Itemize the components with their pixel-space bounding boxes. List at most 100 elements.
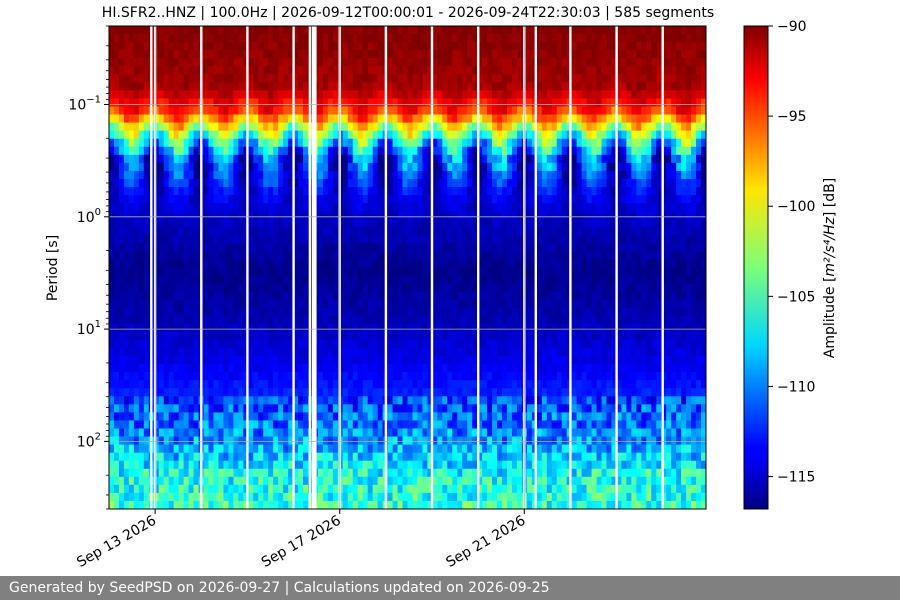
spectrogram-cell bbox=[183, 74, 190, 83]
spectrogram-cell bbox=[462, 74, 468, 83]
spectrogram-cell bbox=[123, 114, 130, 124]
spectrogram-cell bbox=[203, 74, 210, 83]
spectrogram-cell bbox=[288, 154, 294, 164]
spectrogram-cell bbox=[462, 154, 468, 164]
spectrogram-cell bbox=[317, 219, 324, 228]
spectrogram-cell bbox=[113, 396, 120, 405]
spectrogram-cell bbox=[258, 251, 264, 261]
spectrogram-cell bbox=[118, 203, 125, 212]
spectrogram-cell bbox=[298, 130, 304, 140]
spectrogram-cell bbox=[248, 380, 254, 389]
spectrogram-cell bbox=[118, 307, 125, 317]
spectrogram-cell bbox=[228, 227, 234, 236]
spectrogram-cell bbox=[208, 307, 215, 317]
spectrogram-cell bbox=[352, 138, 359, 148]
spectrogram-cell bbox=[372, 299, 379, 309]
spectrogram-cell bbox=[392, 130, 399, 140]
spectrogram-cell bbox=[342, 331, 349, 341]
spectrogram-cell bbox=[467, 468, 473, 478]
spectrogram-cell bbox=[128, 219, 135, 228]
spectrogram-cell bbox=[472, 122, 478, 132]
spectrogram-cell bbox=[332, 492, 339, 502]
spectrogram-cell bbox=[397, 219, 404, 228]
spectrogram-cell bbox=[248, 323, 254, 333]
spectrogram-cell bbox=[462, 412, 468, 422]
spectrogram-cell bbox=[516, 404, 523, 413]
spectrogram-cell bbox=[392, 154, 399, 164]
spectrogram-cell bbox=[447, 275, 453, 285]
spectrogram-cell bbox=[263, 460, 269, 470]
spectrogram-cell bbox=[397, 291, 404, 301]
spectrogram-cell bbox=[153, 396, 160, 405]
spectrogram-cell bbox=[407, 235, 414, 244]
spectrogram-cell bbox=[332, 211, 339, 220]
spectrogram-cell bbox=[218, 468, 225, 478]
spectrogram-cell bbox=[298, 356, 304, 365]
spectrogram-cell bbox=[482, 195, 488, 204]
spectrogram-cell bbox=[427, 66, 433, 75]
spectrogram-cell bbox=[193, 170, 200, 180]
spectrogram-cell bbox=[432, 275, 438, 285]
spectrogram-cell bbox=[298, 82, 304, 91]
spectrogram-cell bbox=[392, 259, 399, 269]
spectrogram-cell bbox=[507, 130, 513, 140]
spectrogram-cell bbox=[109, 380, 115, 389]
spectrogram-cell bbox=[283, 178, 289, 188]
spectrogram-cell bbox=[507, 138, 513, 148]
spectrogram-cell bbox=[303, 372, 309, 381]
spectrogram-cell bbox=[492, 195, 498, 204]
spectrogram-cell bbox=[298, 348, 304, 357]
spectrogram-cell bbox=[347, 219, 354, 228]
spectrogram-cell bbox=[168, 364, 175, 373]
spectrogram-cell bbox=[462, 82, 468, 91]
spectrogram-cell bbox=[327, 211, 334, 220]
spectrogram-cell bbox=[487, 26, 493, 35]
spectrogram-cell bbox=[293, 74, 299, 83]
spectrogram-cell bbox=[288, 170, 294, 180]
spectrogram-cell bbox=[193, 154, 200, 164]
spectrogram-cell bbox=[357, 146, 364, 156]
spectrogram-cell bbox=[322, 460, 329, 470]
spectrogram-cell bbox=[467, 74, 473, 83]
spectrogram-cell bbox=[427, 404, 433, 413]
spectrogram-cell bbox=[133, 146, 140, 156]
spectrogram-cell bbox=[392, 74, 399, 83]
spectrogram-cell bbox=[288, 388, 294, 397]
spectrogram-cell bbox=[342, 50, 349, 59]
spectrogram-cell bbox=[412, 178, 419, 188]
spectrogram-cell bbox=[482, 58, 488, 67]
spectrogram-cell bbox=[213, 404, 220, 413]
spectrogram-cell bbox=[447, 146, 453, 156]
spectrogram-cell bbox=[138, 58, 145, 67]
spectrogram-cell bbox=[193, 291, 200, 301]
spectrogram-cell bbox=[208, 412, 215, 422]
spectrogram-cell bbox=[153, 203, 160, 212]
spectrogram-cell bbox=[377, 82, 384, 91]
spectrogram-cell bbox=[158, 436, 165, 446]
spectrogram-cell bbox=[317, 50, 324, 59]
spectrogram-cell bbox=[322, 114, 329, 124]
spectrogram-cell bbox=[283, 307, 289, 317]
spectrogram-cell bbox=[163, 138, 170, 148]
spectrogram-cell bbox=[238, 364, 244, 373]
spectrogram-cell bbox=[188, 348, 195, 357]
spectrogram-cell bbox=[158, 170, 165, 180]
spectrogram-cell bbox=[392, 436, 399, 446]
spectrogram-cell bbox=[208, 195, 215, 204]
spectrogram-cell bbox=[273, 106, 279, 116]
spectrogram-cell bbox=[298, 372, 304, 381]
spectrogram-cell bbox=[342, 364, 349, 373]
spectrogram-cell bbox=[507, 90, 513, 100]
spectrogram-cell bbox=[233, 98, 239, 108]
spectrogram-cell bbox=[482, 315, 488, 325]
spectrogram-cell bbox=[362, 267, 369, 277]
spectrogram-cell bbox=[168, 291, 175, 301]
spectrogram-cell bbox=[352, 476, 359, 486]
spectrogram-cell bbox=[516, 98, 523, 108]
spectrogram-cell bbox=[303, 187, 309, 196]
spectrogram-cell bbox=[283, 58, 289, 67]
spectrogram-cell bbox=[208, 275, 215, 285]
spectrogram-cell bbox=[507, 307, 513, 317]
spectrogram-cell bbox=[288, 267, 294, 277]
spectrogram-cell bbox=[213, 195, 220, 204]
